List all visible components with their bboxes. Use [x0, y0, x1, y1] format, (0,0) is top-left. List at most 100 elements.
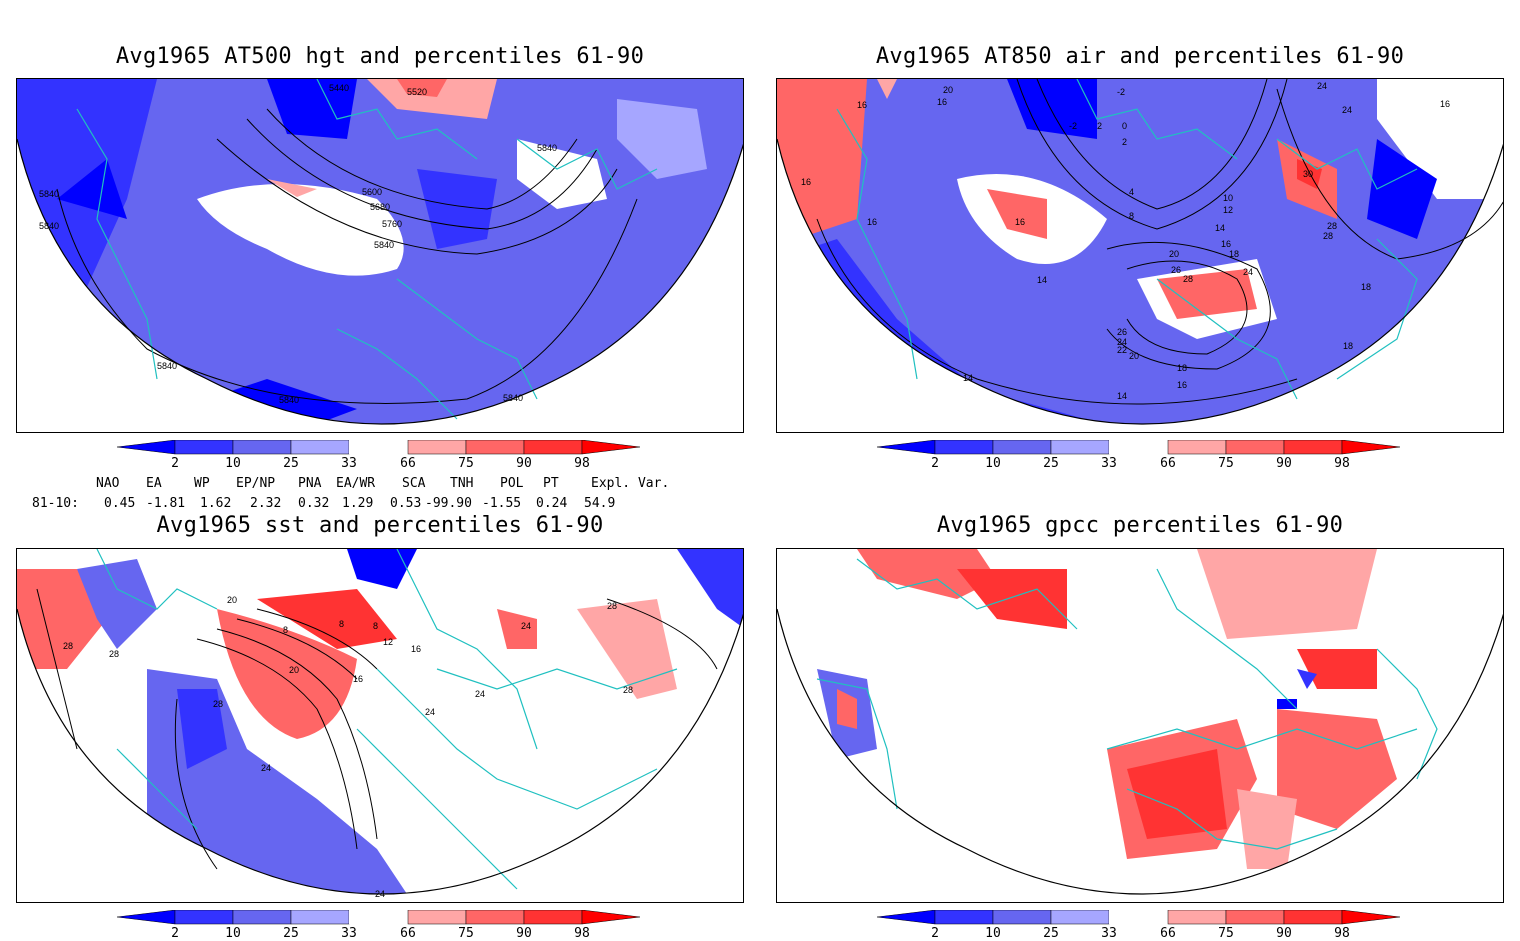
contour-label: 20 — [943, 85, 953, 95]
contour-label: 24 — [1342, 105, 1352, 115]
index-header: EP/NP — [236, 476, 276, 491]
panel-title-hgt: Avg1965 AT500 hgt and percentiles 61-90 — [115, 44, 645, 69]
panel-title-gpcc: Avg1965 gpcc percentiles 61-90 — [936, 513, 1344, 538]
colorbar-tick: 10 — [225, 456, 241, 471]
colorbar-tick: 98 — [1334, 926, 1350, 941]
colorbar-tick: 25 — [283, 926, 299, 941]
colorbar-tick: 2 — [171, 926, 179, 941]
contour-label: 16 — [937, 97, 947, 107]
colorbar-tick: 75 — [458, 456, 474, 471]
colorbar-tick: 10 — [985, 926, 1001, 941]
contour-label: 5760 — [382, 219, 402, 229]
contour-label: 28 — [607, 601, 617, 611]
contour-label: 14 — [1117, 391, 1127, 401]
index-value: -1.81 — [146, 496, 186, 511]
index-value: 0.45 — [104, 496, 136, 511]
contour-label: 24 — [475, 689, 485, 699]
contour-label: 18 — [1343, 341, 1353, 351]
index-header: SCA — [402, 476, 426, 491]
contour-label: 12 — [383, 637, 393, 647]
contour-label: 8 — [373, 621, 378, 631]
contour-label: 26 — [1117, 327, 1127, 337]
contour-label: 24 — [425, 707, 435, 717]
contour-label: 20 — [1129, 351, 1139, 361]
contour-label: 28 — [109, 649, 119, 659]
contour-label: 28 — [1327, 221, 1337, 231]
contour-label: 14 — [1037, 275, 1047, 285]
index-header: EA/WR — [336, 476, 376, 491]
contour-label: 5840 — [39, 221, 59, 231]
index-value: 0.53 — [390, 496, 422, 511]
contour-label: 16 — [1221, 239, 1231, 249]
map-sst: 20 28 28 8 8 8 12 16 16 20 24 24 24 28 2… — [17, 549, 743, 899]
colorbar-tick: 2 — [171, 456, 179, 471]
contour-label: 26 — [1171, 265, 1181, 275]
contour-label: 18 — [1361, 282, 1371, 292]
index-value: 54.9 — [584, 496, 616, 511]
contour-label: 10 — [1223, 193, 1233, 203]
colorbar-tick: 75 — [1218, 926, 1234, 941]
map-panel-air: 20 16 -2 -2 2 0 2 24 24 16 16 16 4 8 10 … — [776, 78, 1504, 433]
contour-label: 0 — [1122, 121, 1127, 131]
colorbar-tick: 66 — [400, 926, 416, 941]
colorbar-tick: 98 — [1334, 456, 1350, 471]
colorbar-swatches — [117, 440, 641, 455]
index-header: PT — [543, 476, 559, 491]
contour-label: -2 — [1117, 87, 1125, 97]
colorbar-swatches — [877, 910, 1401, 925]
index-header: Expl. Var. — [591, 476, 670, 491]
map-panel-hgt: 5440 5520 5840 5600 5680 5760 5840 5840 … — [16, 78, 744, 433]
index-value: -1.55 — [482, 496, 522, 511]
contour-label: 16 — [867, 217, 877, 227]
map-panel-sst: 20 28 28 8 8 8 12 16 16 20 24 24 24 28 2… — [16, 548, 744, 903]
contour-label: 16 — [1177, 380, 1187, 390]
contour-label: 28 — [1323, 231, 1333, 241]
index-header: POL — [500, 476, 524, 491]
colorbar-tick: 25 — [1043, 926, 1059, 941]
contour-label: 8 — [1129, 211, 1134, 221]
colorbar-tick: 33 — [341, 456, 357, 471]
colorbar-tick: 75 — [458, 926, 474, 941]
contour-label: 16 — [353, 674, 363, 684]
contour-label: 14 — [963, 373, 973, 383]
colorbar-hgt: 2 10 25 33 66 75 90 98 — [117, 440, 647, 471]
contour-label: 24 — [521, 621, 531, 631]
contour-label: 5600 — [362, 187, 382, 197]
contour-label: 24 — [1317, 81, 1327, 91]
colorbar-tick: 90 — [1276, 926, 1292, 941]
contour-label: 24 — [261, 763, 271, 773]
contour-label: 28 — [63, 641, 73, 651]
colorbar-tick: 25 — [283, 456, 299, 471]
colorbar-tick: 90 — [516, 456, 532, 471]
index-header: TNH — [450, 476, 474, 491]
contour-label: 14 — [1215, 223, 1225, 233]
colorbar-swatches — [877, 440, 1401, 455]
colorbar-tick: 98 — [574, 926, 590, 941]
contour-label: 16 — [411, 644, 421, 654]
index-header: NAO — [96, 476, 120, 491]
panel-title-sst: Avg1965 sst and percentiles 61-90 — [156, 513, 604, 538]
contour-label: 24 — [1243, 267, 1253, 277]
index-value: -99.90 — [425, 496, 472, 511]
colorbar-tick: 10 — [985, 456, 1001, 471]
contour-label: 20 — [227, 595, 237, 605]
colorbar-air: 2 10 25 33 66 75 90 98 — [877, 440, 1407, 471]
colorbar-tick: 33 — [1101, 456, 1117, 471]
colorbar-tick: 2 — [931, 456, 939, 471]
contour-label: 5840 — [157, 361, 177, 371]
index-value: 0.24 — [536, 496, 568, 511]
panel-title-air: Avg1965 AT850 air and percentiles 61-90 — [875, 44, 1405, 69]
contour-label: 18 — [1229, 249, 1239, 259]
contour-label: 28 — [623, 685, 633, 695]
colorbar-tick: 25 — [1043, 456, 1059, 471]
colorbar-tick: 66 — [400, 456, 416, 471]
colorbar-tick: 2 — [931, 926, 939, 941]
colorbar-tick: 90 — [516, 926, 532, 941]
contour-label: 5520 — [407, 87, 427, 97]
contour-label: 4 — [1129, 187, 1134, 197]
contour-label: 5840 — [279, 395, 299, 405]
contour-label: 18 — [1177, 363, 1187, 373]
index-value: 1.62 — [200, 496, 232, 511]
contour-label: 20 — [289, 665, 299, 675]
index-header: PNA — [298, 476, 322, 491]
